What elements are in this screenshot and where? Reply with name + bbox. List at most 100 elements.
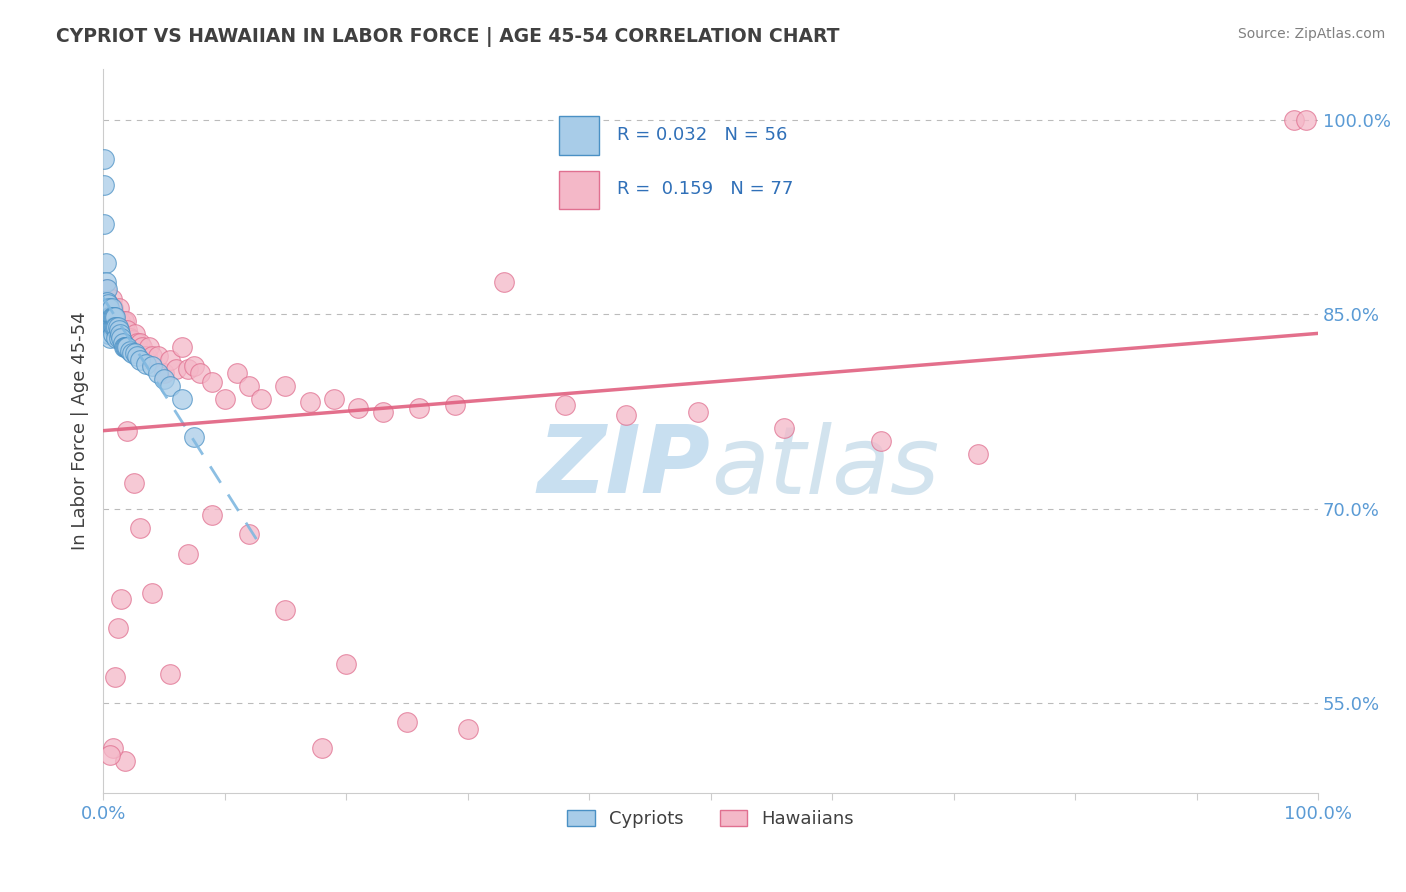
Point [96,281,118,295]
Point [93,178,115,192]
Point [97,310,120,324]
Legend: Cypriots, Hawaiians: Cypriots, Hawaiians [560,802,860,835]
Point [135,357,157,371]
Point [100,301,122,315]
Point [100,747,122,762]
Point [96,294,118,309]
Point [688,404,710,418]
Point [118,331,141,345]
Point [214,392,236,406]
Point [100,314,122,328]
Point [97,301,120,315]
Point [117,340,139,354]
Point [117,424,139,438]
Text: ZIP: ZIP [537,421,710,513]
Point [115,314,138,328]
Point [371,404,394,418]
Point [127,335,149,350]
Point [108,301,131,315]
Point [96,310,118,324]
Point [457,722,479,736]
Point [97,297,120,311]
Point [274,602,297,616]
Point [101,326,124,341]
Point [177,361,200,376]
Point [100,331,122,345]
Point [183,359,205,374]
Point [177,547,200,561]
Point [159,667,181,681]
Point [104,670,127,684]
Point [238,527,260,541]
Point [96,301,118,315]
Point [115,340,138,354]
Point [101,301,124,315]
Point [112,314,135,328]
Point [97,326,120,341]
Point [105,318,128,332]
Point [1295,113,1317,128]
Point [141,349,163,363]
Point [238,378,260,392]
Point [93,152,115,166]
Point [183,430,205,444]
Y-axis label: In Labor Force | Age 45-54: In Labor Force | Age 45-54 [72,311,89,550]
Point [408,401,430,415]
Point [772,421,794,435]
Point [94,275,117,289]
Point [614,409,637,423]
Point [494,275,516,289]
Point [124,326,146,341]
Point [127,349,149,363]
Point [444,398,467,412]
Point [165,361,187,376]
Point [98,310,121,324]
Point [188,366,211,380]
Point [94,294,117,309]
Point [94,308,117,322]
Point [98,301,121,315]
Point [98,310,121,324]
Point [114,754,136,768]
Point [110,323,132,337]
Point [225,366,247,380]
Point [105,320,128,334]
Point [153,366,176,380]
Point [153,372,176,386]
Point [100,320,122,334]
Point [108,314,131,328]
Point [146,366,169,380]
Point [274,378,297,392]
Point [100,320,122,334]
Point [112,340,135,354]
Point [114,323,136,337]
Text: atlas: atlas [710,422,939,513]
Point [104,310,127,324]
Point [108,326,131,341]
Point [96,294,118,309]
Point [94,255,117,269]
Point [118,343,141,358]
Point [335,657,357,671]
Point [107,314,129,328]
Point [107,621,129,635]
Point [97,320,120,334]
Point [103,320,125,334]
Point [323,392,346,406]
Point [121,346,143,360]
Point [124,346,146,360]
Point [101,310,124,324]
Text: CYPRIOT VS HAWAIIAN IN LABOR FORCE | AGE 45-54 CORRELATION CHART: CYPRIOT VS HAWAIIAN IN LABOR FORCE | AGE… [56,27,839,46]
Point [122,475,145,490]
Point [128,335,150,350]
Point [100,310,122,324]
Point [201,508,224,522]
Point [146,349,169,363]
Point [105,331,128,345]
Point [135,349,157,363]
Point [100,292,122,306]
Point [967,447,990,461]
Point [141,585,163,599]
Point [172,392,194,406]
Point [103,308,125,322]
